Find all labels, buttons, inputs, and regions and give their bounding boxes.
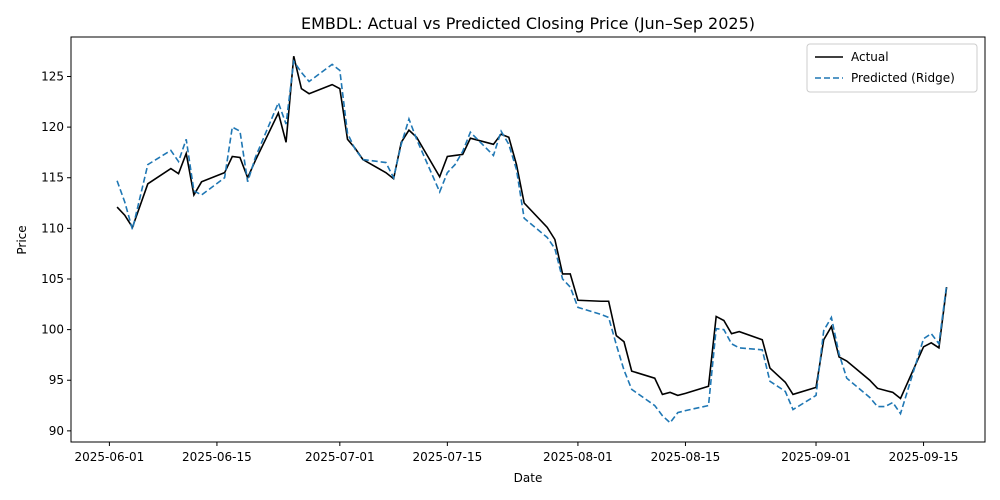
y-tick-label: 115 bbox=[41, 171, 64, 185]
y-tick-label: 110 bbox=[41, 221, 64, 235]
x-tick-label: 2025-08-01 bbox=[543, 450, 613, 464]
series-line bbox=[116, 56, 948, 400]
legend-label: Predicted (Ridge) bbox=[851, 71, 955, 85]
y-tick-label: 120 bbox=[41, 120, 64, 134]
x-tick-label: 2025-06-01 bbox=[75, 450, 145, 464]
legend-label: Actual bbox=[851, 50, 889, 64]
y-axis-label: Price bbox=[15, 225, 29, 254]
series-line bbox=[116, 59, 948, 424]
legend: Actual Predicted (Ridge) bbox=[806, 43, 978, 93]
x-tick-label: 2025-07-15 bbox=[412, 450, 482, 464]
plot-frame bbox=[70, 36, 986, 443]
x-axis-label: Date bbox=[514, 471, 543, 485]
x-tick-label: 2025-06-15 bbox=[182, 450, 252, 464]
x-tick-label: 2025-07-01 bbox=[305, 450, 375, 464]
y-tick-label: 100 bbox=[41, 323, 64, 337]
y-tick-label: 95 bbox=[49, 373, 64, 387]
y-tick-label: 90 bbox=[49, 424, 64, 438]
x-tick-label: 2025-08-15 bbox=[651, 450, 721, 464]
y-tick-label: 125 bbox=[41, 69, 64, 83]
chart-title: EMBDL: Actual vs Predicted Closing Price… bbox=[301, 14, 755, 33]
legend-box bbox=[806, 43, 978, 93]
x-tick-label: 2025-09-15 bbox=[889, 450, 959, 464]
y-tick-label: 105 bbox=[41, 272, 64, 286]
x-tick-label: 2025-09-01 bbox=[781, 450, 851, 464]
